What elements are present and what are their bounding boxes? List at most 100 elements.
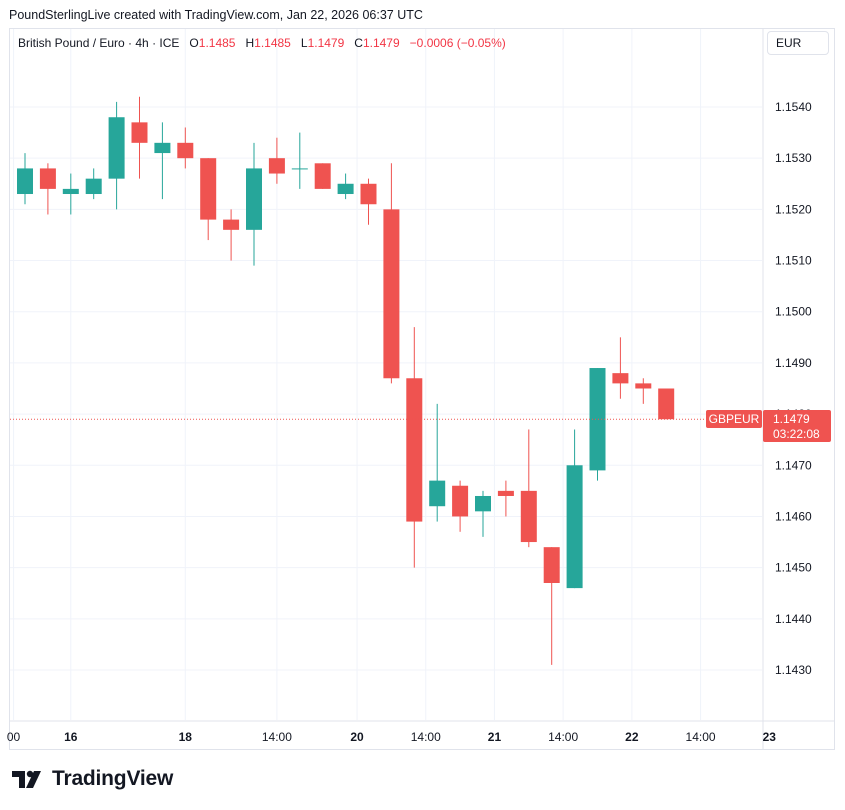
candle-body xyxy=(475,495,491,512)
price-tick-label: 1.1450 xyxy=(775,561,812,575)
candle xyxy=(612,337,629,399)
time-tick-label: 14:00 xyxy=(411,730,441,744)
legend-high: H1.1485 xyxy=(245,36,291,50)
candle xyxy=(497,480,514,517)
candle-body xyxy=(543,547,560,583)
candle xyxy=(589,368,606,481)
candle-body xyxy=(452,485,469,517)
candle xyxy=(131,96,148,179)
candle xyxy=(452,480,469,532)
candle-body xyxy=(108,117,125,179)
candle xyxy=(85,168,102,200)
candle xyxy=(223,209,240,261)
candle-body xyxy=(291,168,308,170)
legend-low: L1.1479 xyxy=(300,36,345,50)
price-tick-label: 1.1470 xyxy=(775,458,812,472)
price-tick-label: 1.1510 xyxy=(775,254,812,268)
candle xyxy=(268,137,285,184)
time-tick-label: 14:00 xyxy=(548,730,578,744)
price-tag-countdown: 03:22:08 xyxy=(773,427,820,441)
candle xyxy=(39,163,56,215)
candle xyxy=(360,178,377,225)
legend-close: C1.1479 xyxy=(354,36,400,50)
candles-layer xyxy=(17,96,675,665)
candle-body xyxy=(17,168,33,195)
time-tick-label: 22 xyxy=(625,730,639,744)
candle xyxy=(108,101,125,210)
candle xyxy=(383,163,400,384)
time-tick-label: 20 xyxy=(350,730,364,744)
time-tick-label: 23 xyxy=(763,730,777,744)
candle-body xyxy=(520,490,537,543)
price-tick-label: 1.1540 xyxy=(775,100,812,114)
symbol-tag-label: GBPEUR xyxy=(709,412,760,426)
candle-body xyxy=(200,158,217,220)
candle-body xyxy=(62,188,79,195)
price-axis: 1.14301.14401.14501.14601.14701.14801.14… xyxy=(775,100,812,677)
candle xyxy=(154,122,171,200)
currency-selector[interactable]: EUR xyxy=(767,31,829,55)
candle-body xyxy=(360,183,377,205)
symbol-tag-bg xyxy=(706,410,762,428)
time-tick-label: 18 xyxy=(179,730,193,744)
legend-change: −0.0006 (−0.05%) xyxy=(409,36,506,50)
candle xyxy=(429,403,446,522)
chart-attribution: PoundSterlingLive created with TradingVi… xyxy=(9,8,423,22)
candle xyxy=(543,547,560,665)
time-axis: 00 16 18 14:00 20 14:00 21 14:00 22 14:00 23 xyxy=(7,730,776,744)
price-tick-label: 1.1460 xyxy=(775,509,812,523)
candle xyxy=(520,429,537,548)
candle-body xyxy=(177,142,194,159)
candle-body xyxy=(246,168,262,230)
price-tag-value: 1.1479 xyxy=(773,412,810,426)
legend-open: O1.1485 xyxy=(189,36,236,50)
chart-legend[interactable]: British Pound / Euro · 4h · ICE O1.1485 … xyxy=(18,36,506,50)
brand-name: TradingView xyxy=(52,767,174,790)
candle xyxy=(291,132,308,189)
candle xyxy=(62,173,79,215)
candle xyxy=(314,163,331,189)
candle xyxy=(17,153,33,205)
candle-body xyxy=(612,373,629,384)
candle xyxy=(200,158,217,241)
candle-body xyxy=(429,480,446,507)
candle-body xyxy=(383,209,400,379)
candle-body xyxy=(406,378,423,522)
time-tick-label: 21 xyxy=(488,730,502,744)
candle xyxy=(566,429,583,589)
candle-body xyxy=(337,183,354,195)
candle-body xyxy=(589,368,606,471)
candle-body xyxy=(223,219,240,230)
candle xyxy=(246,142,262,266)
price-tag: GBPEUR 1.1479 03:22:08 xyxy=(706,410,831,442)
candle-body xyxy=(154,142,171,154)
candle-body xyxy=(268,158,285,174)
candle-body xyxy=(314,163,331,189)
candle xyxy=(635,378,652,404)
candle xyxy=(177,127,194,169)
time-tick-label: 00 xyxy=(7,730,21,744)
candle-body xyxy=(85,178,102,195)
candle-body xyxy=(566,465,583,589)
candle-body xyxy=(39,168,56,189)
candle-body xyxy=(658,388,675,420)
time-tick-label: 16 xyxy=(64,730,78,744)
candle-body xyxy=(635,383,652,389)
price-tag-bg xyxy=(763,410,831,442)
price-tick-label: 1.1440 xyxy=(775,612,812,626)
price-tick-label: 1.1430 xyxy=(775,663,812,677)
price-tick-label: 1.1520 xyxy=(775,202,812,216)
price-tick-label: 1.1500 xyxy=(775,305,812,319)
tradingview-brand[interactable]: TradingView xyxy=(12,767,173,791)
price-tick-label: 1.1530 xyxy=(775,151,812,165)
candle xyxy=(337,173,354,200)
tradingview-logo-icon xyxy=(12,770,41,788)
candle xyxy=(475,490,491,537)
candle xyxy=(406,327,423,568)
candle xyxy=(658,388,675,420)
time-tick-label: 14:00 xyxy=(262,730,292,744)
price-tick-label: 1.1490 xyxy=(775,356,812,370)
candle-body xyxy=(131,122,148,143)
candle-body xyxy=(497,490,514,496)
